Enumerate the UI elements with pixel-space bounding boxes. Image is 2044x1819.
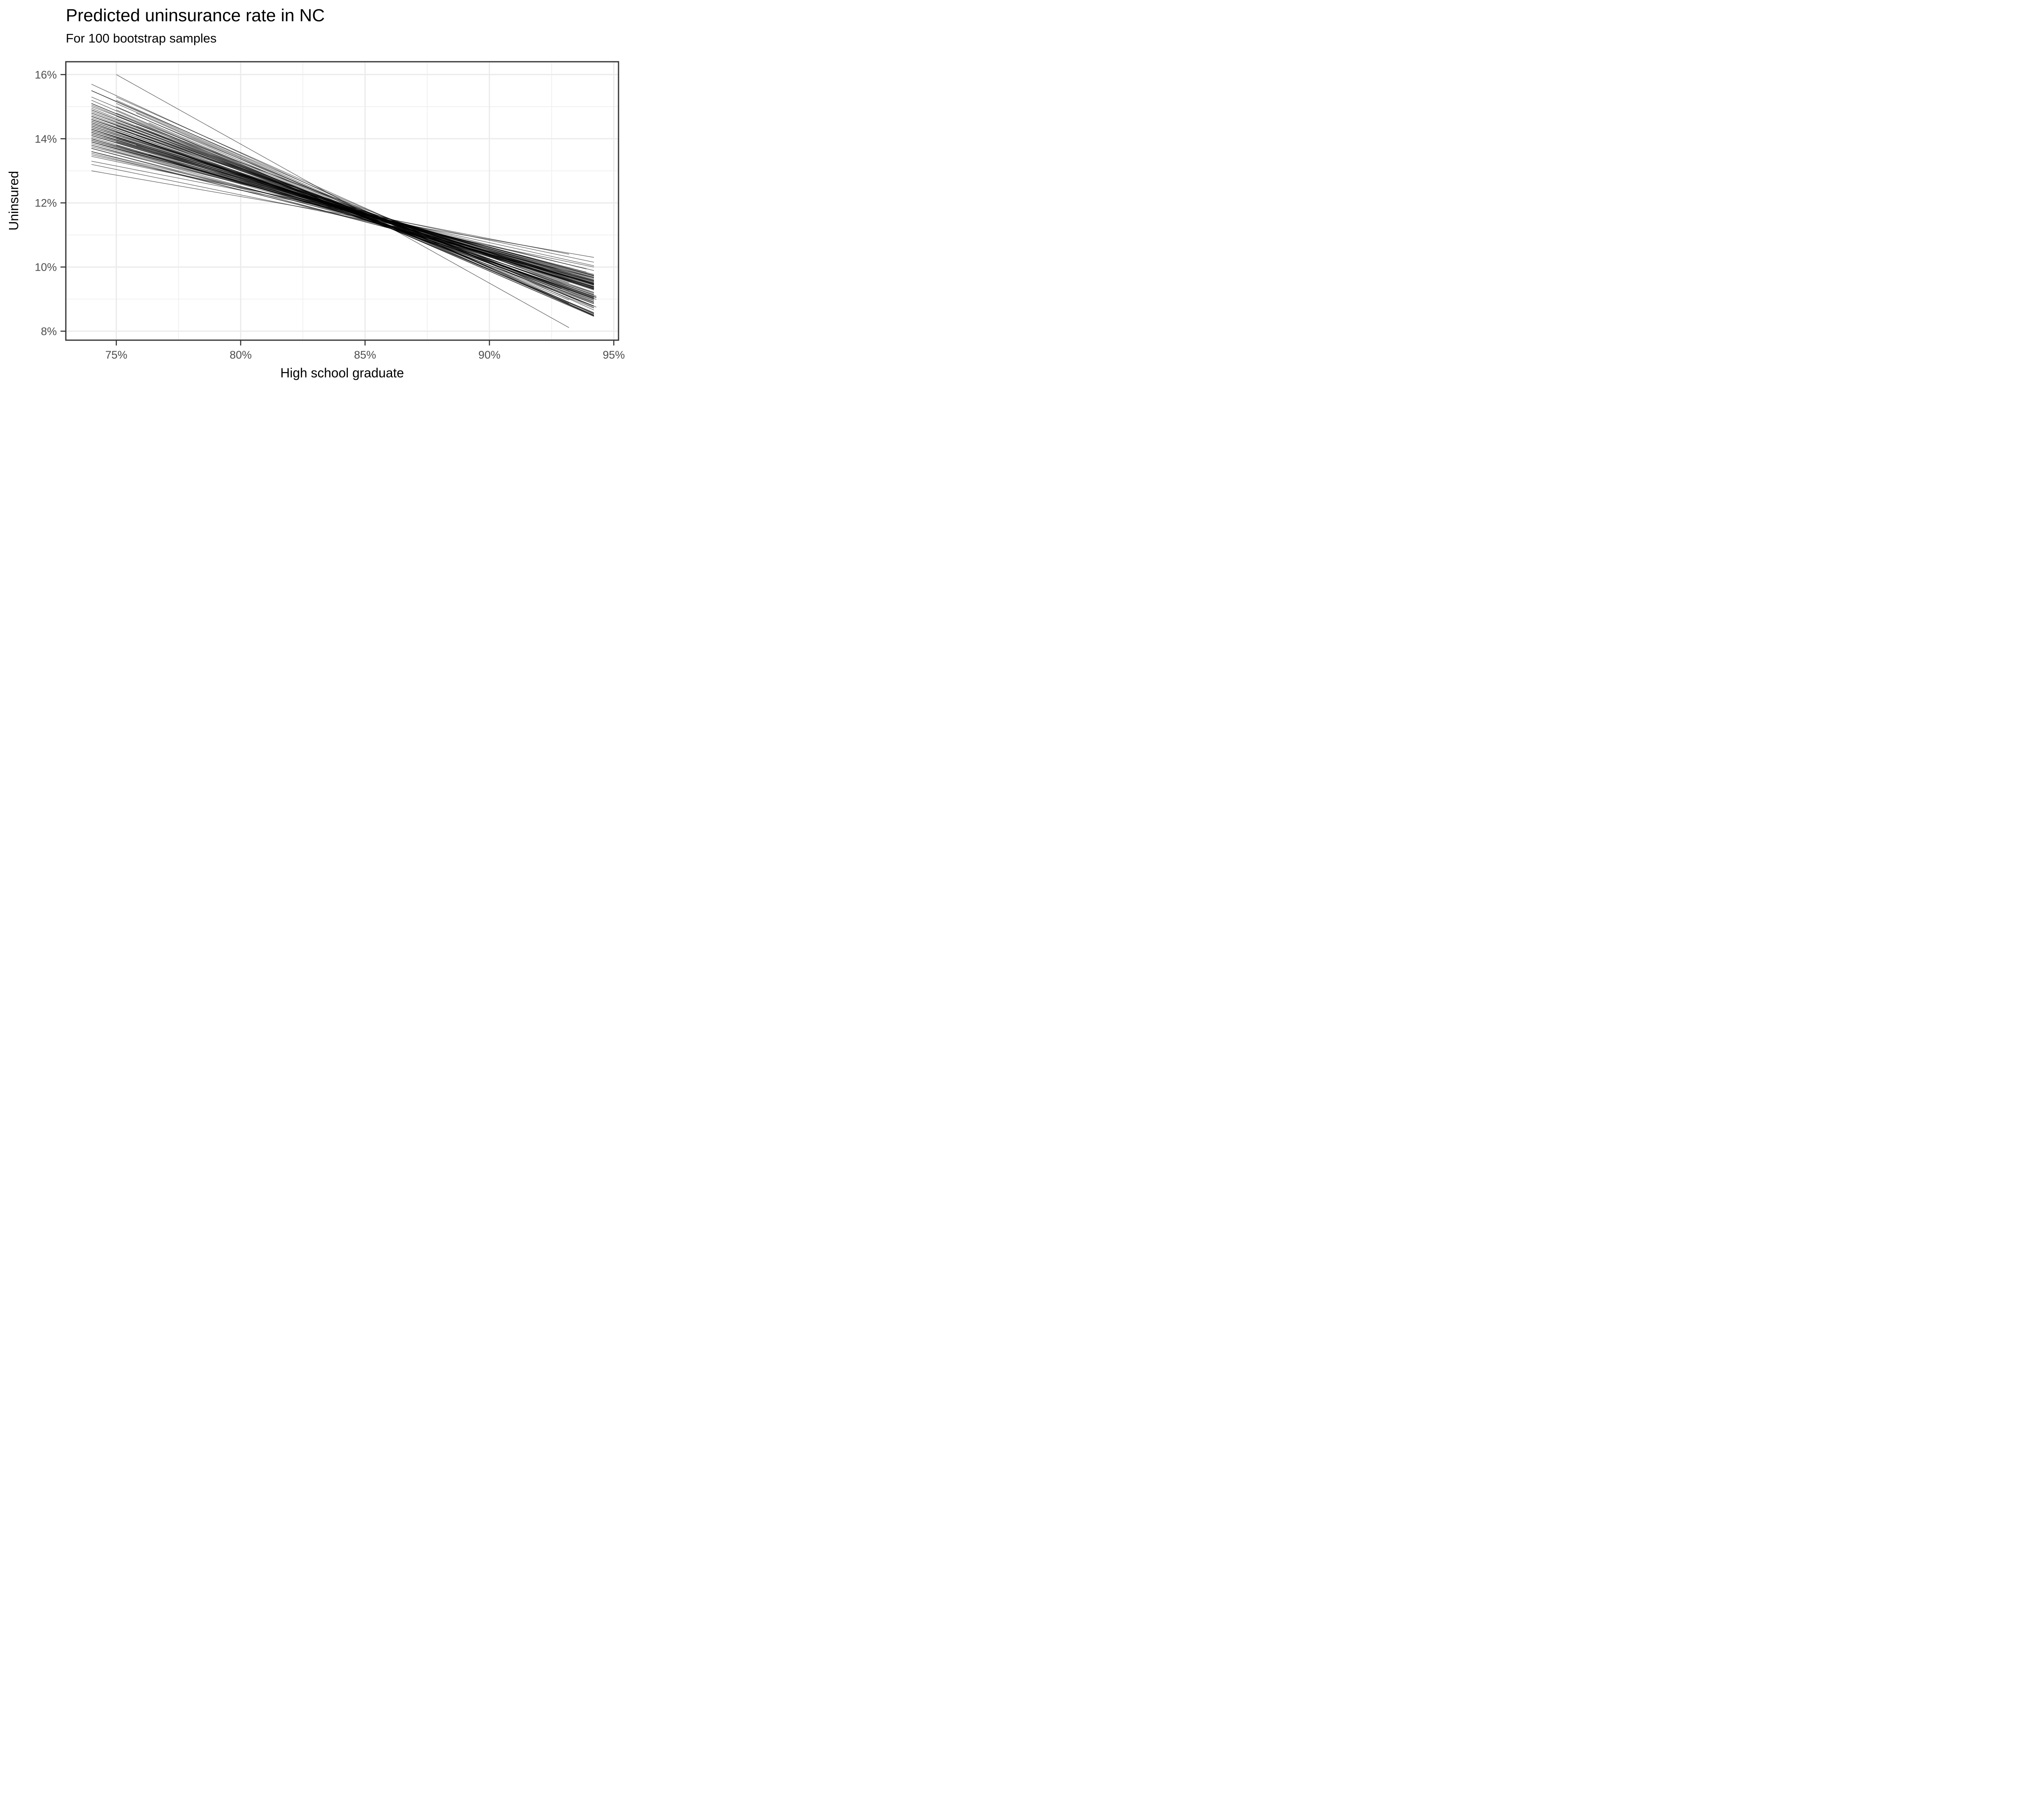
bootstrap-line bbox=[91, 132, 594, 293]
y-tick-label: 16% bbox=[35, 69, 57, 81]
bootstrap-line bbox=[116, 74, 569, 328]
bootstrap-line bbox=[91, 105, 594, 313]
y-axis-title: Uninsured bbox=[6, 171, 21, 231]
y-tick-label: 8% bbox=[41, 325, 57, 338]
bootstrap-line bbox=[91, 130, 594, 283]
bootstrap-line bbox=[91, 161, 569, 255]
bootstrap-line bbox=[116, 110, 594, 317]
bootstrap-line bbox=[91, 84, 594, 316]
y-tick-label: 12% bbox=[35, 197, 57, 209]
bootstrap-line bbox=[91, 126, 594, 290]
plot-panel: 75% 80% 85% 90% 95% 8% 10% 12% 14% 16% bbox=[35, 61, 625, 361]
bootstrap-lines bbox=[91, 74, 597, 328]
bootstrap-line bbox=[91, 141, 594, 278]
chart-subtitle: For 100 bootstrap samples bbox=[66, 31, 217, 45]
x-axis-title: High school graduate bbox=[280, 366, 404, 380]
y-tick-label: 10% bbox=[35, 261, 57, 274]
x-tick-label: 85% bbox=[354, 349, 376, 361]
bootstrap-line bbox=[91, 170, 594, 258]
x-tick-label: 95% bbox=[603, 349, 625, 361]
bootstrap-line bbox=[91, 153, 594, 278]
y-tick-label: 14% bbox=[35, 133, 57, 145]
bootstrap-line bbox=[91, 133, 594, 281]
bootstrap-line bbox=[91, 122, 594, 298]
bootstrap-line bbox=[116, 137, 594, 280]
x-tick-label: 80% bbox=[230, 349, 252, 361]
x-tick-label: 90% bbox=[478, 349, 500, 361]
figure: Predicted uninsurance rate in NC For 100… bbox=[0, 0, 632, 390]
x-tick-label: 75% bbox=[105, 349, 127, 361]
chart-title: Predicted uninsurance rate in NC bbox=[66, 6, 325, 25]
bootstrap-line bbox=[116, 103, 594, 314]
panel-border bbox=[65, 61, 619, 341]
